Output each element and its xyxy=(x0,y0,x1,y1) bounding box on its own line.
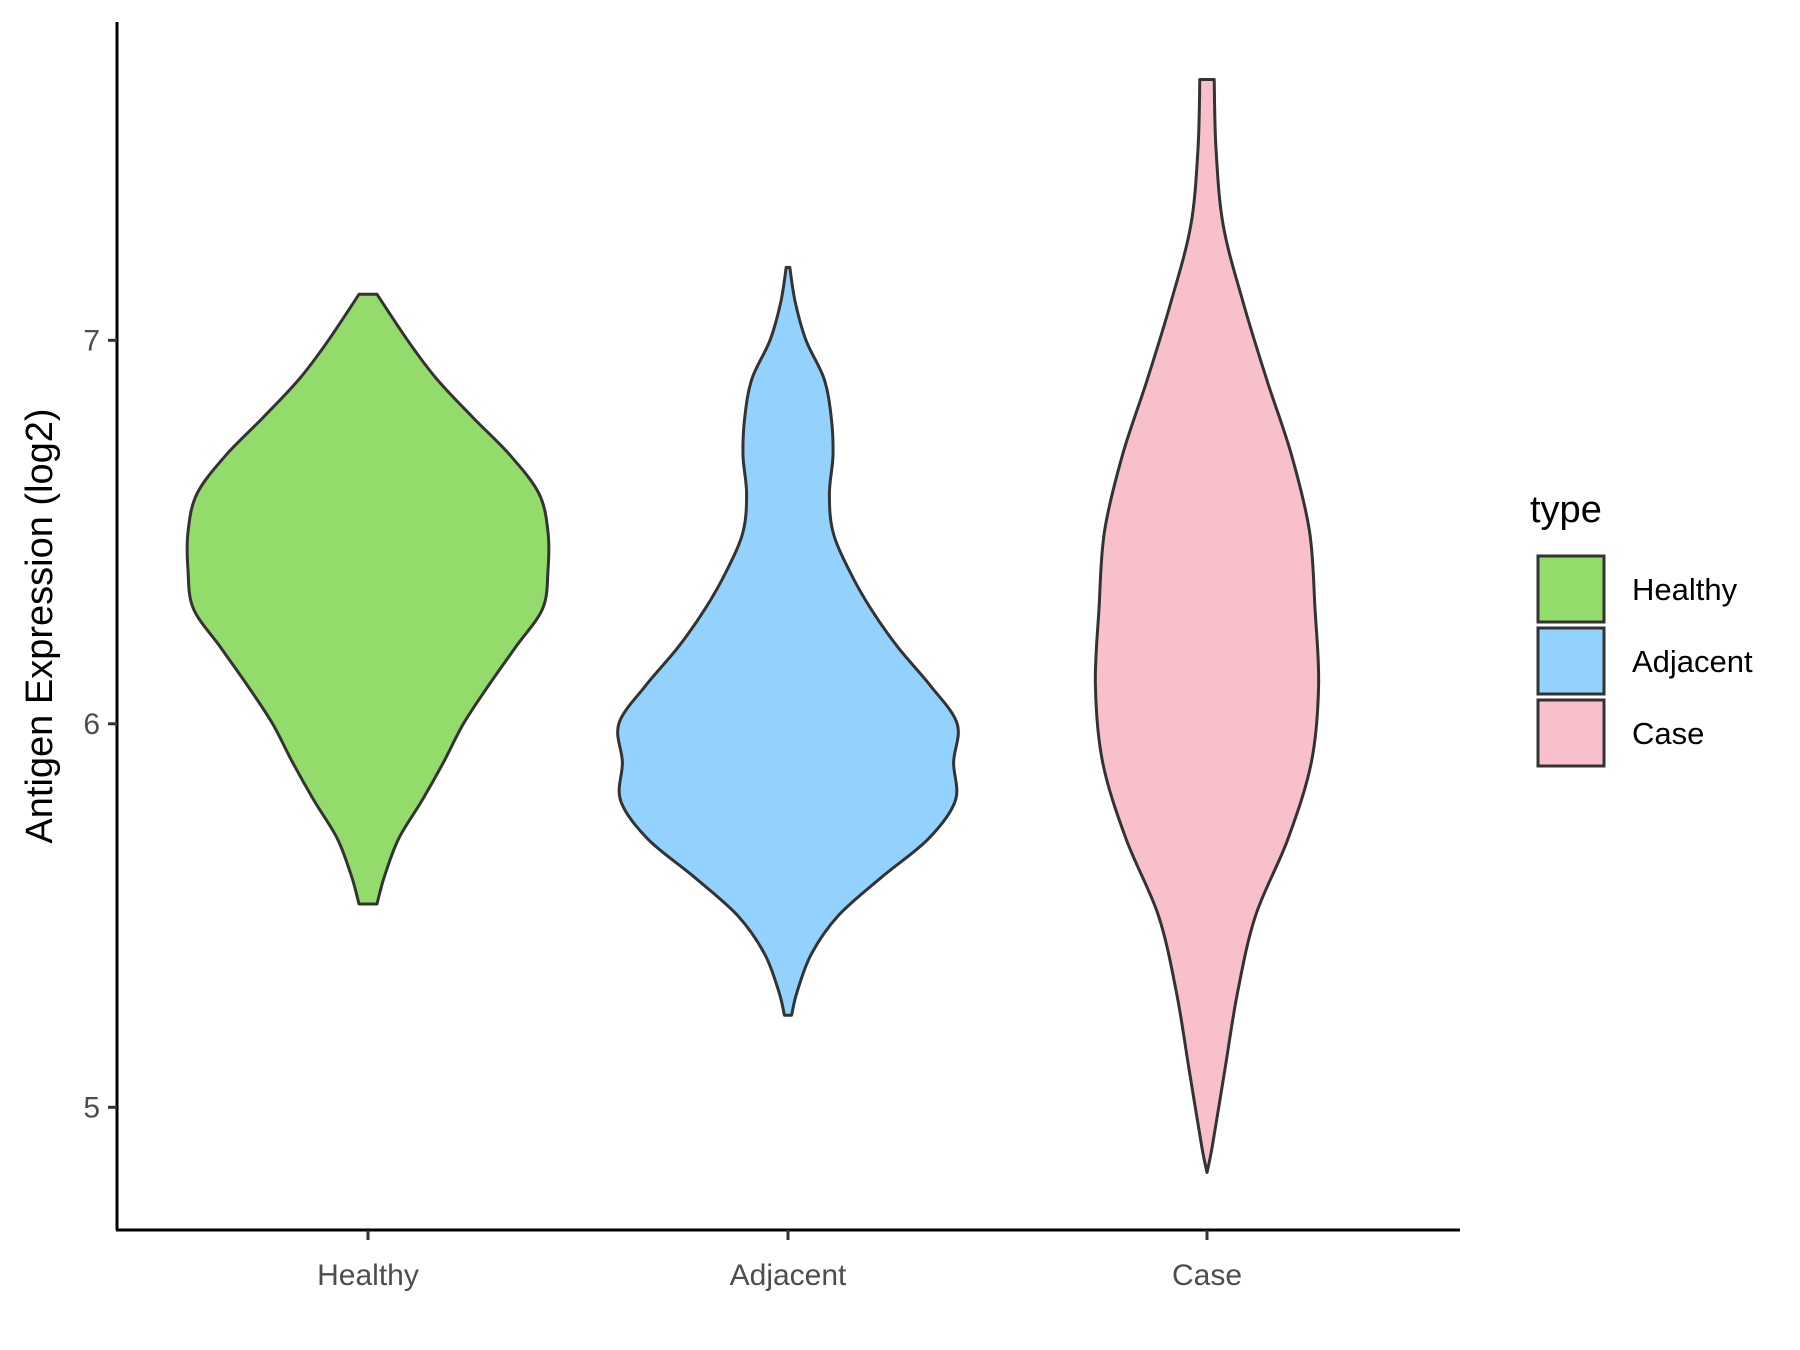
x-ticks: Healthy Adjacent Case xyxy=(317,1230,1242,1292)
y-axis-title: Antigen Expression (log2) xyxy=(19,408,61,843)
y-tick-label: 5 xyxy=(83,1091,100,1124)
legend-key-healthy xyxy=(1536,554,1606,624)
x-tick-label: Adjacent xyxy=(730,1259,847,1292)
violin-layer xyxy=(185,78,1321,1174)
legend: type Healthy Adjacent Case xyxy=(1530,489,1753,768)
legend-label-healthy: Healthy xyxy=(1632,572,1738,607)
x-tick-label: Case xyxy=(1172,1259,1242,1292)
legend-title: type xyxy=(1530,489,1602,531)
x-tick-label: Healthy xyxy=(317,1259,419,1292)
legend-key-case xyxy=(1536,698,1606,768)
violin-adjacent xyxy=(616,265,960,1017)
y-ticks: 5 6 7 xyxy=(83,324,117,1124)
violin-healthy xyxy=(185,292,551,906)
legend-label-adjacent: Adjacent xyxy=(1632,644,1753,679)
y-tick-label: 7 xyxy=(83,324,100,357)
legend-label-case: Case xyxy=(1632,716,1704,751)
violin-case xyxy=(1093,78,1321,1174)
legend-key-adjacent xyxy=(1536,626,1606,696)
y-tick-label: 6 xyxy=(83,708,100,741)
